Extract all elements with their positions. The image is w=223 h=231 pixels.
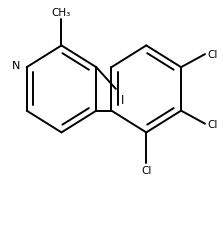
Text: Cl: Cl <box>141 165 151 175</box>
Text: Cl: Cl <box>207 50 218 60</box>
Text: I: I <box>121 94 125 107</box>
Text: CH₃: CH₃ <box>52 8 71 18</box>
Text: Cl: Cl <box>207 119 218 129</box>
Text: N: N <box>12 61 20 71</box>
